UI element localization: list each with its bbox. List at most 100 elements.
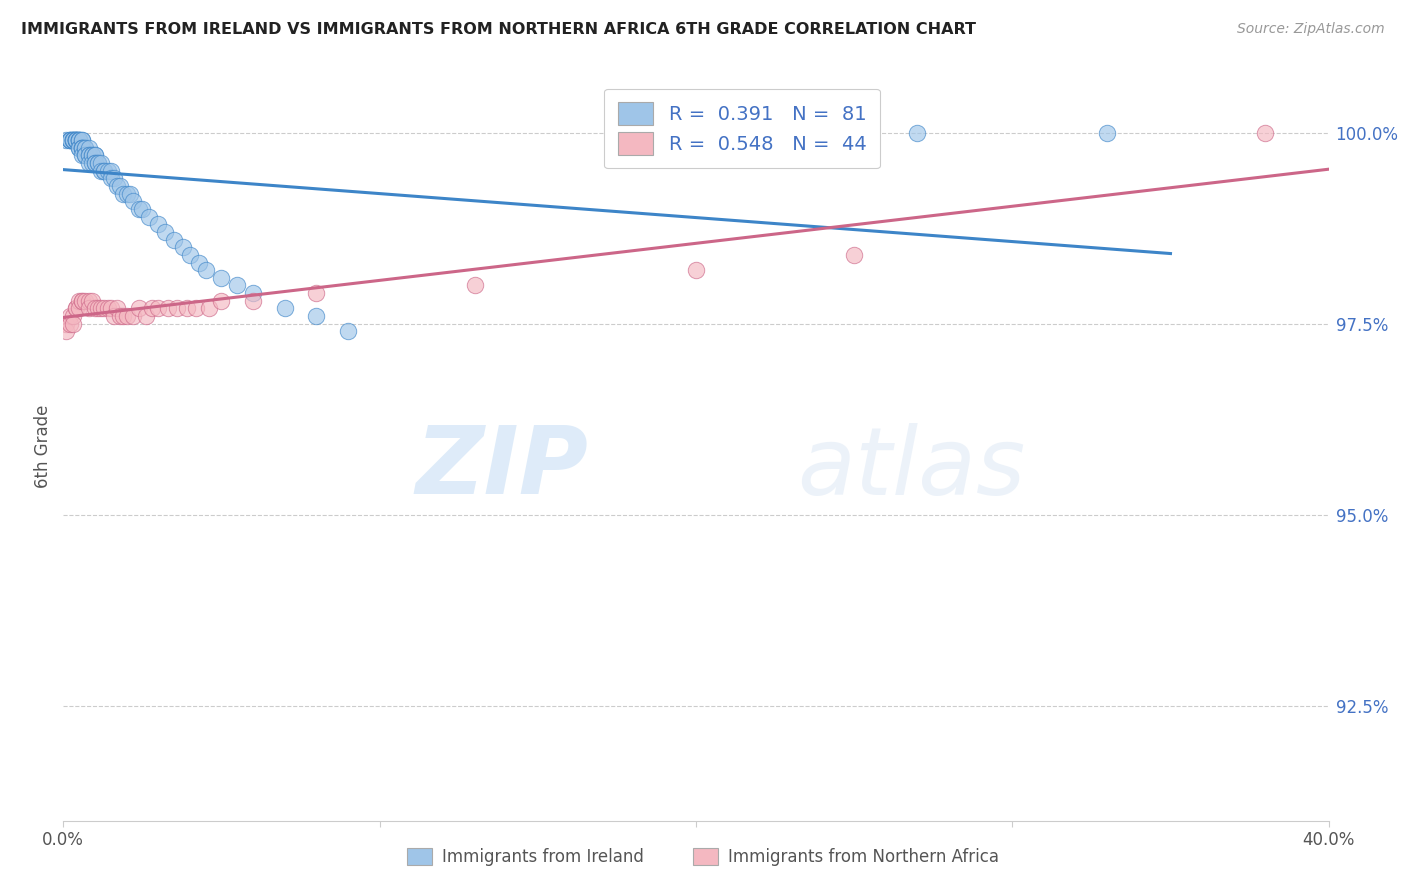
Text: Source: ZipAtlas.com: Source: ZipAtlas.com — [1237, 22, 1385, 37]
Point — [105, 179, 128, 194]
Point — [96, 163, 118, 178]
Point — [70, 133, 93, 147]
Point — [77, 156, 100, 170]
Point — [62, 317, 84, 331]
Point — [55, 133, 77, 147]
Point — [273, 301, 295, 316]
Point — [75, 148, 97, 162]
Point — [62, 133, 84, 147]
Point — [90, 163, 112, 178]
Point — [77, 148, 100, 162]
Point — [90, 156, 112, 170]
Point — [70, 141, 93, 155]
Point — [62, 133, 84, 147]
Point — [103, 309, 125, 323]
Point — [58, 133, 80, 147]
Point — [70, 133, 93, 147]
Point — [65, 301, 87, 316]
Point — [163, 233, 186, 247]
Point — [131, 202, 153, 216]
Point — [80, 293, 103, 308]
Point — [96, 301, 118, 316]
Point — [83, 301, 105, 316]
Point — [105, 301, 128, 316]
Point — [842, 248, 865, 262]
Point — [75, 141, 97, 155]
Point — [67, 301, 90, 316]
Point — [62, 133, 84, 147]
Point — [112, 186, 135, 201]
Point — [87, 156, 110, 170]
Point — [100, 301, 122, 316]
Point — [62, 133, 84, 147]
Point — [211, 270, 233, 285]
Point — [65, 133, 87, 147]
Point — [115, 309, 138, 323]
Point — [110, 309, 132, 323]
Point — [121, 309, 143, 323]
Point — [67, 141, 90, 155]
Point — [80, 148, 103, 162]
Point — [146, 217, 169, 231]
Text: ZIP: ZIP — [416, 423, 588, 515]
Point — [70, 141, 93, 155]
Point — [905, 126, 928, 140]
Point — [197, 301, 219, 316]
Text: IMMIGRANTS FROM IRELAND VS IMMIGRANTS FROM NORTHERN AFRICA 6TH GRADE CORRELATION: IMMIGRANTS FROM IRELAND VS IMMIGRANTS FR… — [21, 22, 976, 37]
Point — [87, 301, 110, 316]
Point — [67, 141, 90, 155]
Point — [242, 286, 264, 301]
Point — [83, 148, 105, 162]
Point — [65, 133, 87, 147]
Point — [146, 301, 169, 316]
Point — [118, 186, 141, 201]
Point — [65, 133, 87, 147]
Point — [70, 293, 93, 308]
Point — [90, 301, 112, 316]
Point — [70, 141, 93, 155]
Point — [110, 179, 132, 194]
Point — [166, 301, 188, 316]
Point — [141, 301, 163, 316]
Point — [70, 148, 93, 162]
Point — [62, 133, 84, 147]
Point — [67, 293, 90, 308]
Point — [65, 133, 87, 147]
Point — [75, 141, 97, 155]
Point — [70, 293, 93, 308]
Point — [121, 194, 143, 209]
Point — [211, 293, 233, 308]
Point — [226, 278, 249, 293]
Point — [58, 133, 80, 147]
Point — [156, 301, 179, 316]
Point — [1097, 126, 1119, 140]
Point — [153, 225, 176, 239]
Point — [62, 133, 84, 147]
Point — [65, 133, 87, 147]
Point — [65, 133, 87, 147]
Point — [58, 309, 80, 323]
Point — [128, 301, 150, 316]
Point — [77, 141, 100, 155]
Point — [67, 133, 90, 147]
Point — [58, 133, 80, 147]
Point — [55, 324, 77, 338]
Point — [83, 148, 105, 162]
Point — [77, 293, 100, 308]
Point — [75, 293, 97, 308]
Point — [100, 171, 122, 186]
Point — [83, 156, 105, 170]
Point — [194, 263, 217, 277]
Legend: R =  0.391   N =  81, R =  0.548   N =  44: R = 0.391 N = 81, R = 0.548 N = 44 — [605, 88, 880, 169]
Point — [55, 317, 77, 331]
Point — [62, 309, 84, 323]
Point — [65, 133, 87, 147]
Legend: Immigrants from Ireland, Immigrants from Northern Africa: Immigrants from Ireland, Immigrants from… — [398, 840, 1008, 875]
Point — [80, 156, 103, 170]
Point — [1254, 126, 1277, 140]
Point — [115, 186, 138, 201]
Point — [172, 240, 194, 254]
Point — [100, 163, 122, 178]
Point — [77, 148, 100, 162]
Point — [103, 171, 125, 186]
